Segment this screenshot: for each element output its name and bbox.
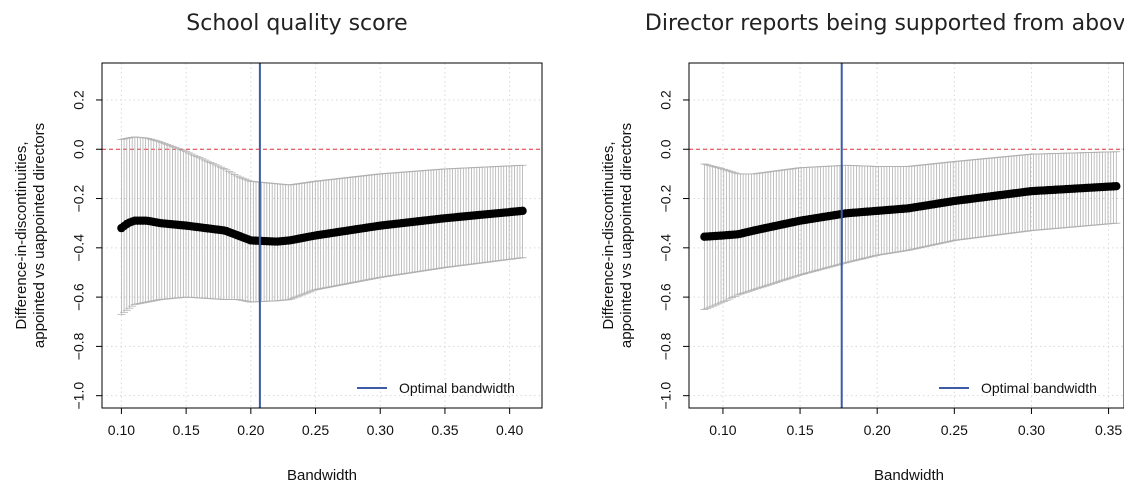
x-axis: 0.10 0.15 0.20 0.25 0.30 0.35 bbox=[709, 408, 1122, 438]
y-axis: −1.0 −0.8 −0.6 −0.4 −0.2 0.0 0.2 bbox=[658, 90, 689, 409]
x-tick-label: 0.40 bbox=[496, 422, 523, 438]
plot-frame bbox=[101, 62, 543, 409]
x-axis: 0.10 0.15 0.20 0.25 0.30 0.35 0.40 bbox=[108, 408, 523, 438]
chart-director-support: Director reports being supported from ab… bbox=[600, 11, 1124, 483]
y-tick-label: −0.8 bbox=[658, 332, 674, 360]
y-axis-label-line: Difference-in-discontinuities, bbox=[13, 141, 30, 329]
y-tick-label: −1.0 bbox=[658, 382, 674, 410]
y-tick-label: −1.0 bbox=[71, 382, 87, 410]
y-axis-label-line: Difference-in-discontinuities, bbox=[600, 141, 617, 329]
y-tick-label: 0.0 bbox=[71, 139, 87, 159]
legend-label: Optimal bandwidth bbox=[399, 380, 515, 396]
y-axis: −1.0 −0.8 −0.6 −0.4 −0.2 0.0 0.2 bbox=[71, 90, 102, 409]
y-tick-label: −0.2 bbox=[658, 185, 674, 213]
x-tick-label: 0.25 bbox=[941, 422, 968, 438]
y-tick-label: −0.6 bbox=[658, 283, 674, 311]
y-tick-label: 0.2 bbox=[71, 90, 87, 110]
legend: Optimal bandwidth bbox=[939, 380, 1097, 396]
legend-label: Optimal bandwidth bbox=[981, 380, 1097, 396]
y-tick-label: −0.4 bbox=[658, 234, 674, 262]
data-point bbox=[1112, 182, 1121, 191]
x-tick-label: 0.30 bbox=[367, 422, 394, 438]
y-tick-label: 0.0 bbox=[658, 139, 674, 159]
x-tick-label: 0.25 bbox=[302, 422, 329, 438]
x-tick-label: 0.20 bbox=[864, 422, 891, 438]
x-tick-label: 0.30 bbox=[1018, 422, 1045, 438]
y-axis-label-line: appointed vs uappointed directors bbox=[31, 123, 48, 348]
y-axis-label-line: appointed vs uappointed directors bbox=[618, 123, 635, 348]
y-tick-label: 0.2 bbox=[658, 90, 674, 110]
chart-panel-school-quality: School quality score 0.10 0.15 0.20 0.25 0.30… bbox=[13, 11, 543, 483]
chart-title: Director reports being supported from ab… bbox=[645, 11, 1124, 36]
x-tick-label: 0.15 bbox=[172, 422, 199, 438]
y-tick-label: −0.6 bbox=[71, 283, 87, 311]
y-tick-label: −0.2 bbox=[71, 185, 87, 213]
x-tick-label: 0.10 bbox=[709, 422, 736, 438]
x-tick-label: 0.10 bbox=[108, 422, 135, 438]
chart-title: School quality score bbox=[186, 11, 407, 36]
legend: Optimal bandwidth bbox=[357, 380, 515, 396]
x-axis-label: Bandwidth bbox=[287, 467, 357, 483]
chart-panel-director-support: Director reports being supported from ab… bbox=[587, 0, 1124, 483]
data-point bbox=[518, 206, 527, 216]
chart-school-quality: School quality score 0.10 0.15 0.20 0.25 0.30… bbox=[13, 11, 543, 483]
x-tick-label: 0.15 bbox=[786, 422, 813, 438]
x-axis-label: Bandwidth bbox=[874, 467, 944, 483]
y-tick-label: −0.4 bbox=[71, 234, 87, 262]
plot-frame bbox=[688, 62, 1124, 409]
point-estimates bbox=[117, 206, 527, 246]
x-tick-label: 0.35 bbox=[431, 422, 458, 438]
point-estimates bbox=[700, 182, 1121, 241]
x-tick-label: 0.35 bbox=[1095, 422, 1122, 438]
x-tick-label: 0.20 bbox=[237, 422, 264, 438]
y-tick-label: −0.8 bbox=[71, 332, 87, 360]
